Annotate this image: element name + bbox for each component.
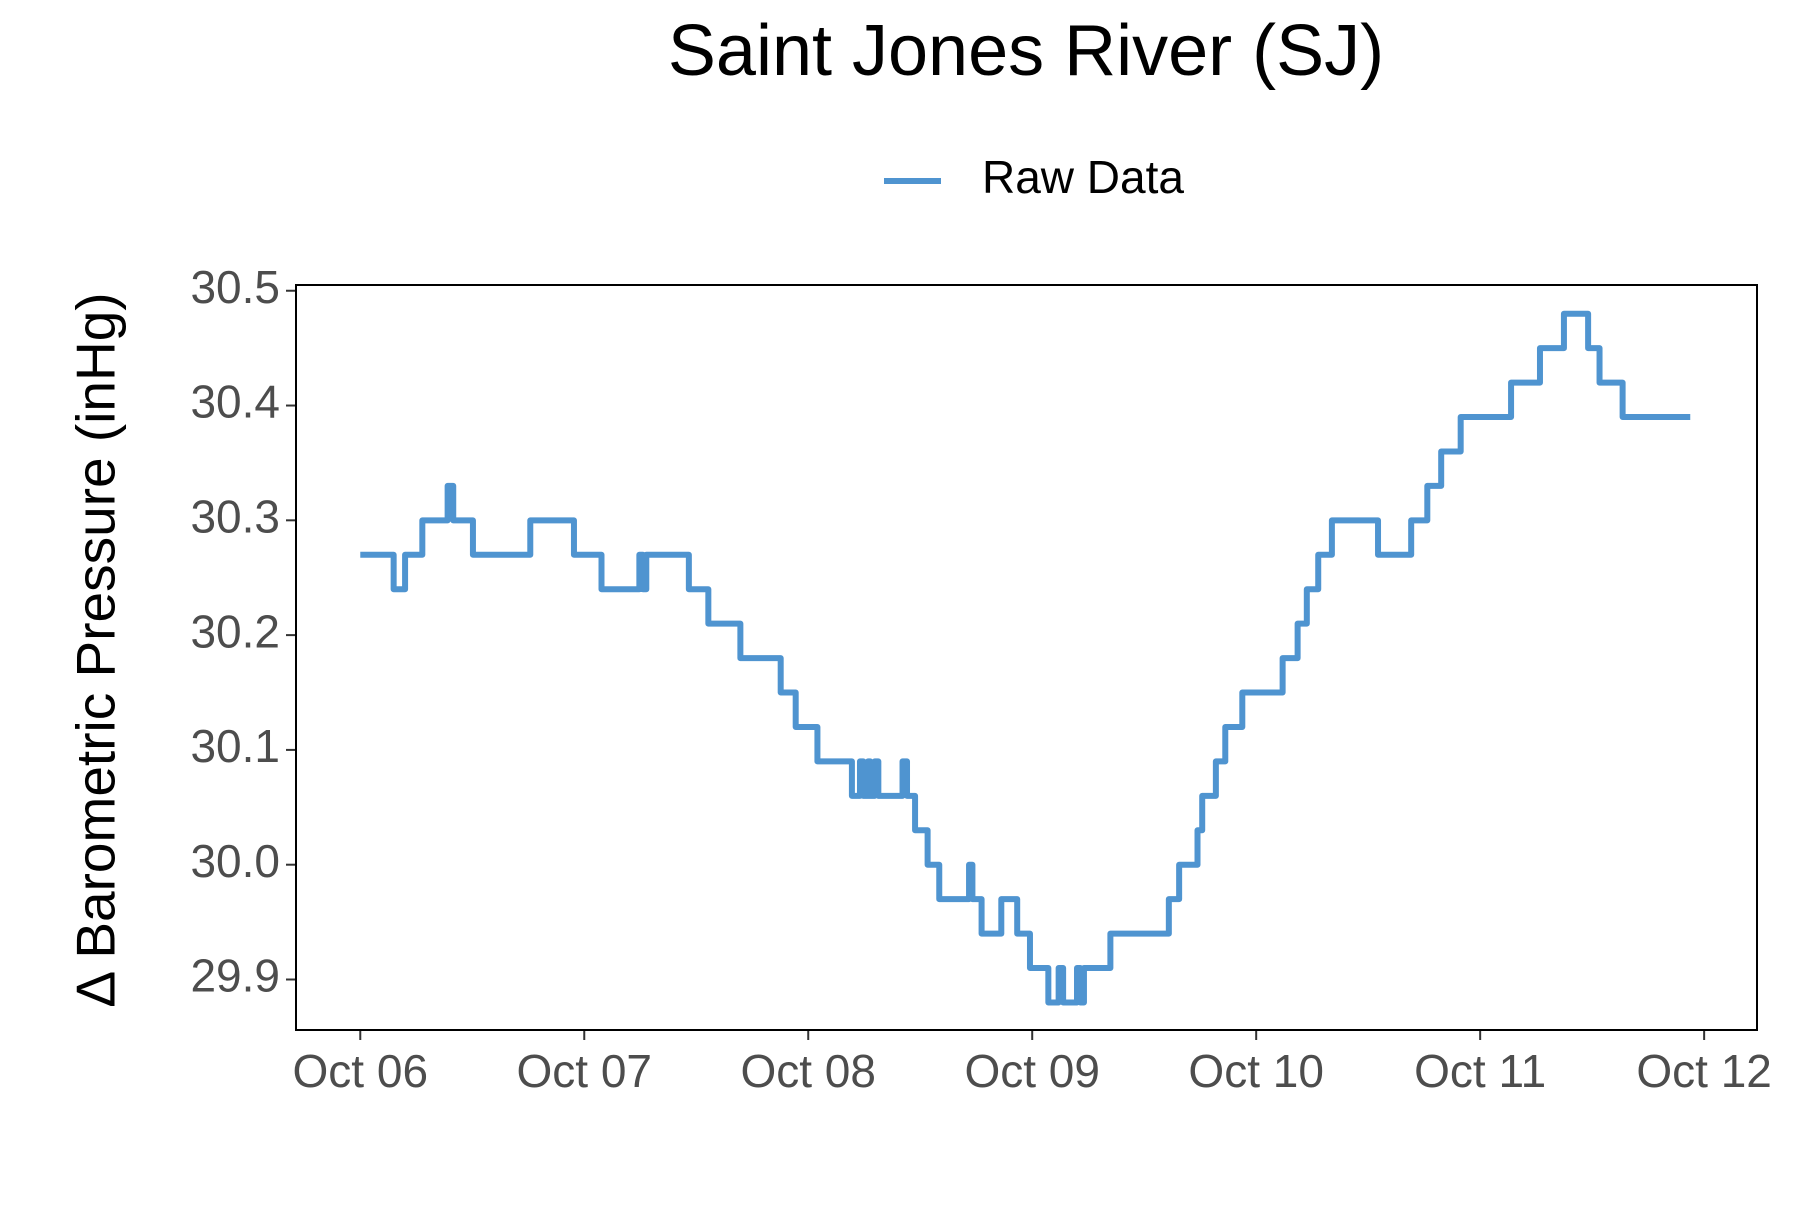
data-line [360, 310, 1691, 1006]
x-tick-label: Oct 12 [1636, 1045, 1772, 1097]
x-tick-label: Oct 08 [740, 1045, 876, 1097]
chart-title: Saint Jones River (SJ) [668, 11, 1384, 91]
y-tick-label: 30.5 [190, 261, 280, 313]
y-tick-label: 30.1 [190, 720, 280, 772]
plot-border [295, 284, 1758, 1031]
y-tick-label: 30.0 [190, 835, 280, 887]
x-tick-label: Oct 06 [293, 1045, 429, 1097]
y-tick-label: 30.3 [190, 490, 280, 542]
y-tick-label: 30.2 [190, 605, 280, 657]
legend-label: Raw Data [982, 151, 1184, 203]
y-tick-label: 29.9 [190, 950, 280, 1002]
x-tick-label: Oct 11 [1414, 1045, 1546, 1097]
y-axis-label: Δ Barometric Pressure (inHg) [65, 292, 127, 1007]
y-tick-label: 30.4 [190, 376, 280, 428]
x-tick-label: Oct 07 [517, 1045, 653, 1097]
x-tick-label: Oct 10 [1188, 1045, 1324, 1097]
x-tick-label: Oct 09 [964, 1045, 1100, 1097]
